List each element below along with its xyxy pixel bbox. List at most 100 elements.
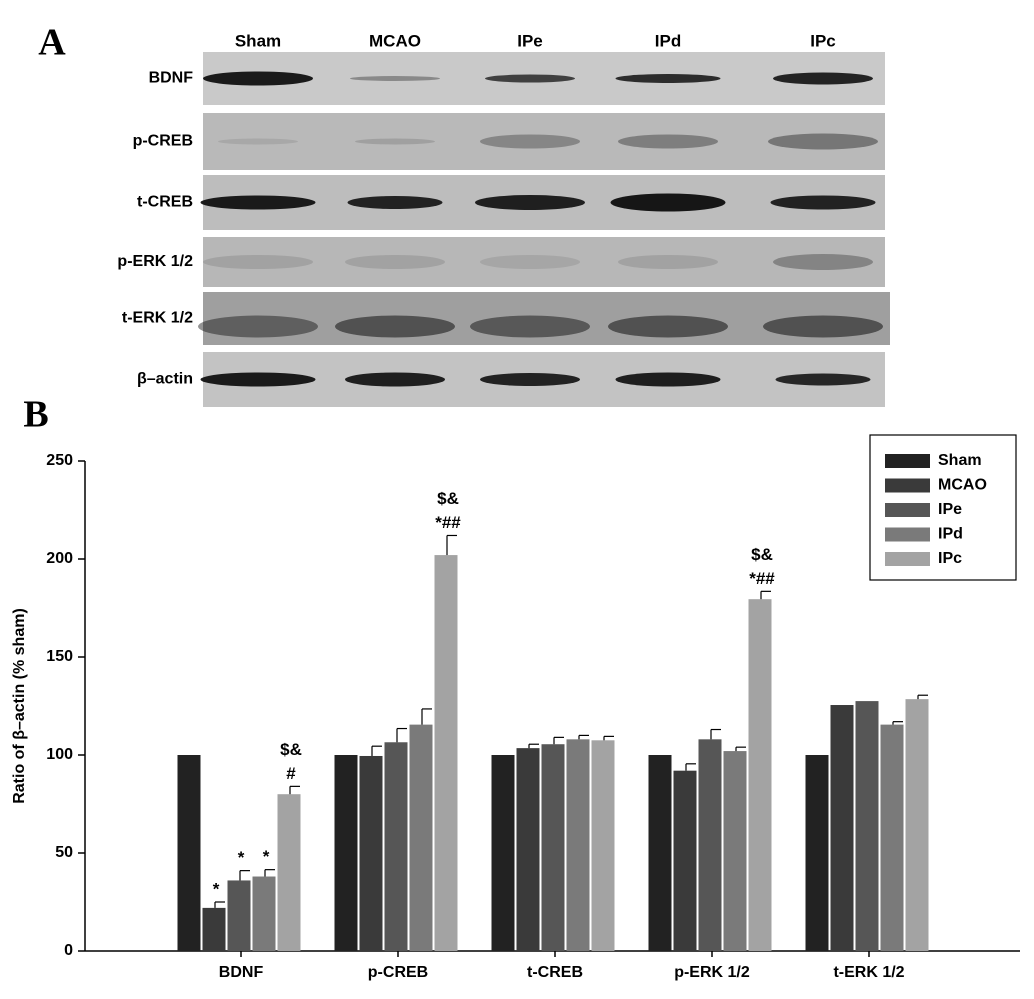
y-tick-label: 250 <box>46 452 73 469</box>
y-tick-label: 0 <box>64 942 73 959</box>
blot-strip <box>203 113 885 170</box>
bar <box>673 770 697 951</box>
blot-band <box>203 71 313 86</box>
bar <box>409 724 433 951</box>
bar <box>748 599 772 951</box>
bar <box>830 705 854 951</box>
blot-band <box>335 315 455 338</box>
x-tick-label: p-CREB <box>368 964 428 981</box>
blot-band <box>345 372 445 387</box>
blot-band <box>608 315 728 338</box>
blot-band <box>618 255 718 269</box>
bar <box>880 724 904 951</box>
blot-band <box>480 373 580 386</box>
x-tick-label: t-ERK 1/2 <box>833 964 904 981</box>
blot-band <box>480 255 580 269</box>
blot-band <box>615 372 721 387</box>
bar <box>227 880 251 951</box>
significance-label: *## <box>435 513 461 532</box>
legend-swatch <box>885 527 930 542</box>
bar <box>202 907 226 951</box>
row-label: t-CREB <box>137 194 193 211</box>
blot-band <box>200 372 316 387</box>
significance-label: * <box>238 848 245 867</box>
legend-swatch <box>885 478 930 493</box>
blot-band <box>763 315 883 338</box>
legend-swatch <box>885 454 930 468</box>
x-tick-label: BDNF <box>219 964 264 981</box>
blot-band <box>768 133 878 150</box>
blot-band <box>475 195 585 210</box>
significance-label: * <box>263 847 270 866</box>
bar <box>334 755 358 951</box>
bar <box>805 755 829 951</box>
blot-band <box>773 72 873 85</box>
blot-band <box>470 315 590 338</box>
y-tick-label: 150 <box>46 648 73 665</box>
bar <box>177 755 201 951</box>
x-tick-label: p-ERK 1/2 <box>674 964 750 981</box>
significance-label: $& <box>280 740 302 759</box>
blot-band <box>610 193 726 212</box>
lane-label: MCAO <box>369 31 421 50</box>
legend-label: Sham <box>938 452 982 469</box>
blot-band <box>198 315 318 338</box>
blot-band <box>350 76 440 81</box>
blot-band <box>773 254 873 270</box>
lane-label: Sham <box>235 31 281 50</box>
significance-label: * <box>213 879 220 898</box>
bar <box>855 701 879 951</box>
western-blot: Sham MCAO IPe IPd IPc BDNF p-CREB t-CREB p-ERK 1… <box>117 31 890 407</box>
blot-band <box>200 195 316 210</box>
panel-label: A <box>38 22 66 64</box>
blot-band <box>770 195 876 210</box>
bar <box>384 742 408 951</box>
bar <box>648 755 672 951</box>
lane-label: IPd <box>655 31 681 50</box>
blot-band <box>203 255 313 269</box>
row-label: p-CREB <box>133 133 193 150</box>
significance-label: *## <box>749 569 775 588</box>
y-tick-label: 100 <box>46 746 73 763</box>
blot-band <box>218 138 298 145</box>
bar <box>434 555 458 951</box>
row-label: p-ERK 1/2 <box>117 253 193 270</box>
panel-label: B <box>23 394 48 436</box>
blot-band <box>345 255 445 269</box>
y-tick-label: 200 <box>46 550 73 567</box>
legend-label: IPd <box>938 526 963 543</box>
blot-band <box>480 134 580 149</box>
lane-label: IPc <box>810 31 836 50</box>
blot-band <box>355 138 435 145</box>
lane-label: IPe <box>517 31 543 50</box>
bar <box>252 876 276 951</box>
blot-band <box>775 373 871 386</box>
x-tick-label: t-CREB <box>527 964 583 981</box>
legend-label: IPe <box>938 501 962 518</box>
legend-label: IPc <box>938 550 962 567</box>
significance-label: # <box>286 764 296 783</box>
bar <box>591 740 615 951</box>
bar <box>723 751 747 951</box>
row-label: t-ERK 1/2 <box>122 310 193 327</box>
bar <box>359 755 383 951</box>
row-label: β–actin <box>137 371 193 388</box>
significance-label: $& <box>751 545 773 564</box>
significance-label: $& <box>437 489 459 508</box>
bar <box>277 794 301 951</box>
y-tick-label: 50 <box>55 844 73 861</box>
bar <box>491 755 515 951</box>
y-axis-label: Ratio of β–actin (% sham) <box>11 608 28 804</box>
bar <box>566 739 590 951</box>
blot-band <box>618 134 718 149</box>
blot-band <box>347 196 443 209</box>
legend-swatch <box>885 552 930 566</box>
bar-chart: 0 50 100 150 200 250 Ratio of β–actin (% sham)… <box>11 434 1020 981</box>
blot-band <box>485 74 575 83</box>
bar <box>541 744 565 951</box>
blot-band <box>615 74 721 83</box>
blot-strip <box>203 237 885 287</box>
bar <box>905 699 929 951</box>
legend-swatch <box>885 503 930 517</box>
